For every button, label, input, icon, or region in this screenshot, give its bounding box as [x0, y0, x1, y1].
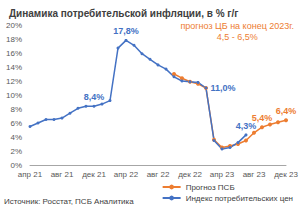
svg-text:6,4%: 6,4% — [276, 106, 297, 116]
svg-text:авг 22: авг 22 — [147, 170, 170, 179]
svg-text:4%: 4% — [10, 133, 22, 142]
svg-text:дек 22: дек 22 — [178, 170, 202, 179]
svg-text:4,5 - 6,5%: 4,5 - 6,5% — [217, 32, 258, 42]
svg-text:Индекс потребительских цен: Индекс потребительских цен — [186, 194, 293, 203]
svg-text:8,4%: 8,4% — [84, 92, 105, 102]
svg-text:авг 23: авг 23 — [243, 170, 266, 179]
svg-text:апр 23: апр 23 — [210, 170, 235, 179]
svg-text:Источник: Росстат, ПСБ Аналити: Источник: Росстат, ПСБ Аналитика — [4, 197, 134, 206]
svg-text:2%: 2% — [10, 147, 22, 156]
svg-text:5,4%: 5,4% — [251, 112, 273, 123]
svg-text:10%: 10% — [6, 91, 22, 100]
svg-text:0%: 0% — [10, 161, 22, 170]
svg-text:8%: 8% — [10, 105, 22, 114]
svg-text:18%: 18% — [6, 35, 22, 44]
svg-text:14%: 14% — [6, 63, 22, 72]
svg-text:17,8%: 17,8% — [113, 26, 139, 36]
svg-text:6%: 6% — [10, 119, 22, 128]
svg-text:прогноз ЦБ на конец 2023г.: прогноз ЦБ на конец 2023г. — [180, 21, 294, 31]
svg-text:дек 23: дек 23 — [274, 170, 298, 179]
svg-text:Прогноз ПСБ: Прогноз ПСБ — [186, 183, 235, 192]
svg-text:4,3%: 4,3% — [236, 121, 257, 131]
svg-text:апр 22: апр 22 — [114, 170, 139, 179]
svg-text:дек 21: дек 21 — [82, 170, 106, 179]
svg-text:12%: 12% — [6, 77, 22, 86]
svg-text:20%: 20% — [6, 21, 22, 30]
svg-text:апр 21: апр 21 — [18, 170, 43, 179]
svg-text:авг 21: авг 21 — [51, 170, 74, 179]
svg-text:16%: 16% — [6, 49, 22, 58]
svg-text:11,0%: 11,0% — [211, 83, 236, 93]
svg-text:Динамика потребительской инфля: Динамика потребительской инфляции, в % г… — [9, 8, 238, 19]
